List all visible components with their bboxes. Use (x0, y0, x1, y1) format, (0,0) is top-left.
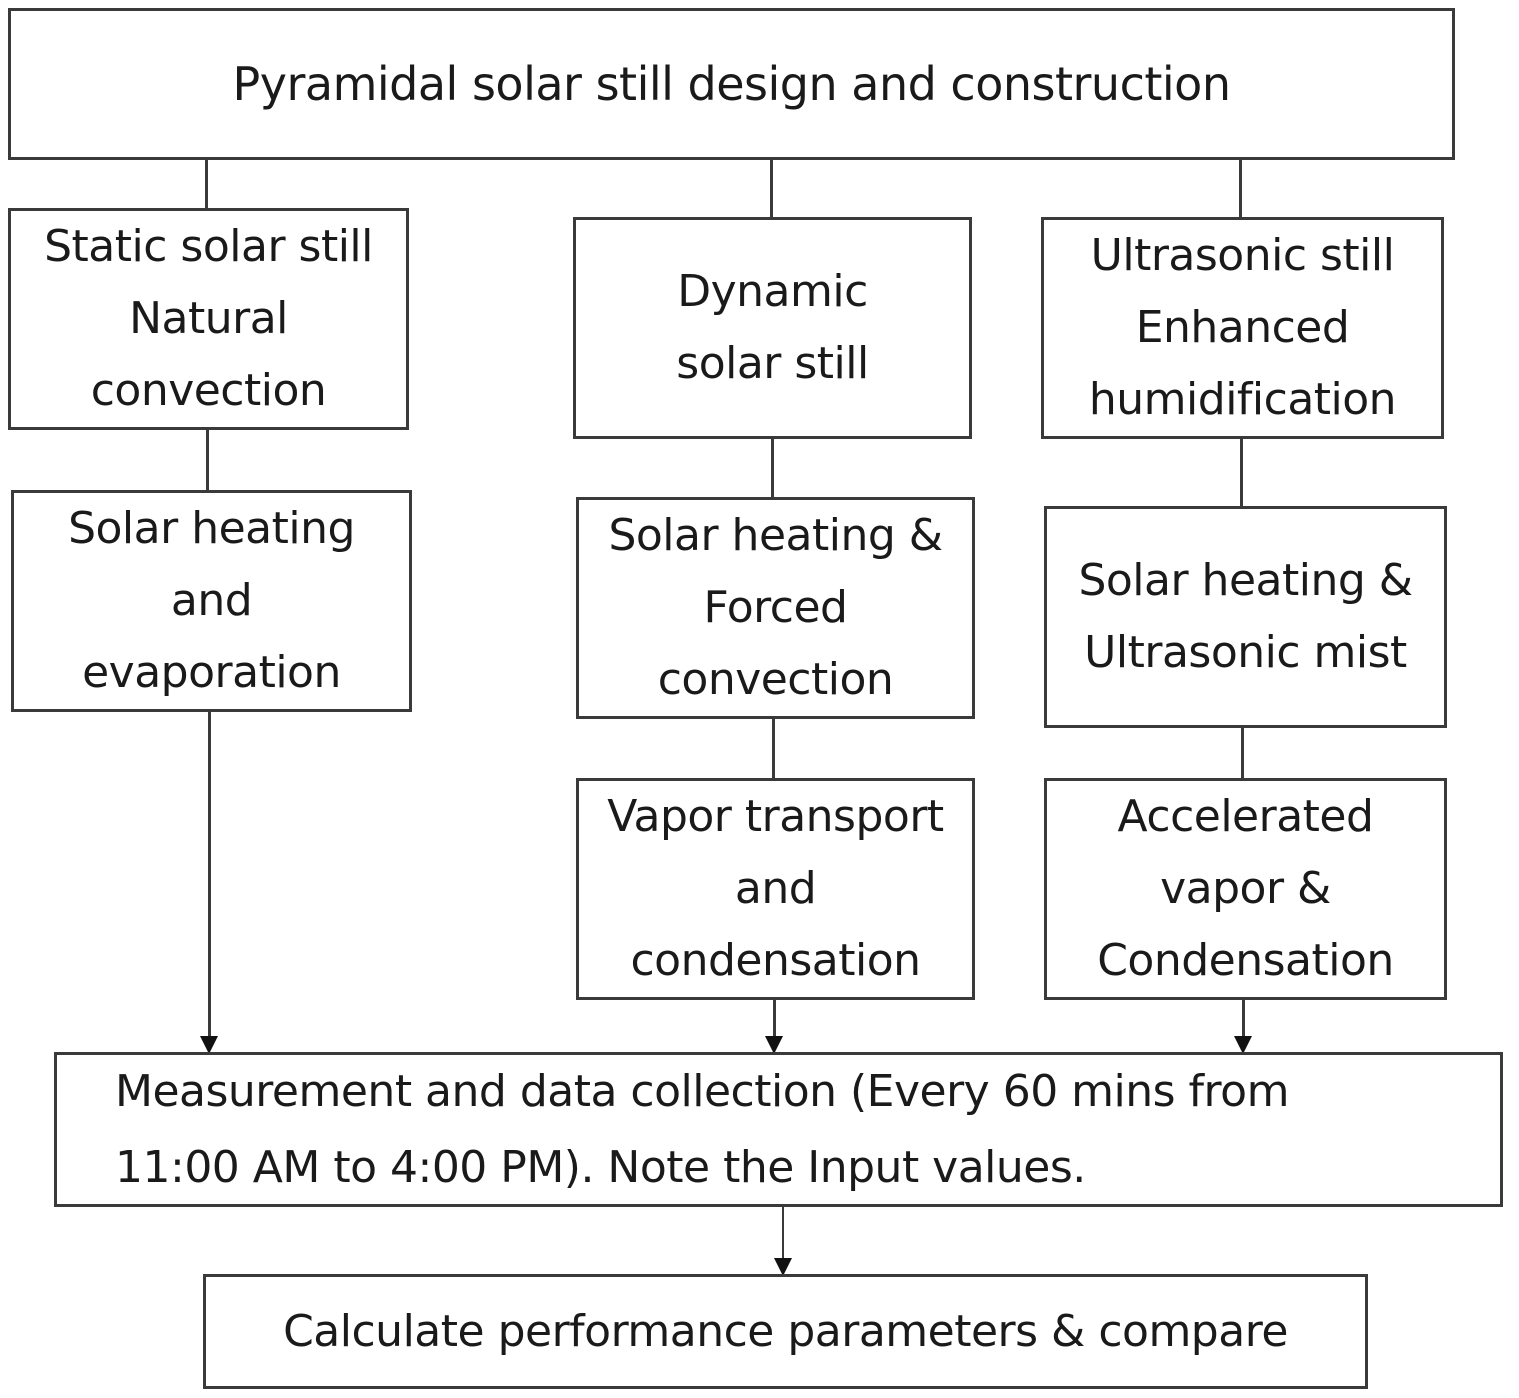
connector-static-process (206, 428, 209, 492)
dynamic-header-line2: solar still (676, 338, 869, 389)
dynamic-process-line3: convection (657, 654, 894, 705)
arrow-static-icon (200, 1036, 218, 1054)
connector-measure-calc (782, 1205, 784, 1263)
dynamic-process-box: Solar heating & Forced convection (576, 497, 975, 719)
ultrasonic-result-line3: Condensation (1097, 935, 1394, 986)
connector-top-ultrasonic (1239, 158, 1242, 219)
dynamic-result-line3: condensation (630, 935, 921, 986)
title-text: Pyramidal solar still design and constru… (232, 57, 1231, 111)
connector-static-measure (208, 710, 211, 1038)
calculate-box: Calculate performance parameters & compa… (203, 1274, 1368, 1389)
connector-dynamic-result (772, 717, 775, 780)
dynamic-header-line1: Dynamic (677, 266, 868, 317)
connector-dynamic-measure (773, 998, 776, 1038)
arrow-calc-icon (774, 1258, 792, 1276)
measurement-line2: 11:00 AM to 4:00 PM). Note the Input val… (115, 1141, 1086, 1193)
static-header-line1: Static solar still (44, 221, 373, 272)
connector-top-dynamic (770, 158, 773, 219)
connector-ultrasonic-result (1241, 726, 1244, 780)
static-process-line3: evaporation (82, 647, 341, 698)
dynamic-result-box: Vapor transport and condensation (576, 778, 975, 1000)
dynamic-result-line2: and (734, 863, 817, 914)
static-header-line3: convection (90, 365, 327, 416)
ultrasonic-process-box: Solar heating & Ultrasonic mist (1044, 506, 1447, 728)
connector-ultrasonic-measure (1242, 998, 1245, 1038)
arrow-ultrasonic-icon (1234, 1036, 1252, 1054)
arrow-dynamic-icon (765, 1036, 783, 1054)
calculate-text: Calculate performance parameters & compa… (283, 1305, 1288, 1357)
connector-top-static (205, 158, 208, 210)
ultrasonic-result-line2: vapor & (1160, 863, 1331, 914)
connector-ultrasonic-process (1240, 437, 1243, 508)
static-header-line2: Natural (129, 293, 288, 344)
measurement-line1: Measurement and data collection (Every 6… (115, 1065, 1289, 1117)
static-process-line1: Solar heating (68, 503, 355, 554)
ultrasonic-process-line1: Solar heating & (1078, 555, 1413, 606)
static-process-box: Solar heating and evaporation (11, 490, 412, 712)
dynamic-process-line1: Solar heating & (608, 510, 943, 561)
static-still-box: Static solar still Natural convection (8, 208, 409, 430)
ultrasonic-header-line2: Enhanced (1135, 302, 1350, 353)
connector-dynamic-process (771, 437, 774, 499)
ultrasonic-header-line3: humidification (1088, 374, 1397, 425)
measurement-box: Measurement and data collection (Every 6… (54, 1052, 1503, 1207)
ultrasonic-header-line1: Ultrasonic still (1090, 230, 1395, 281)
top-box-design: Pyramidal solar still design and constru… (8, 8, 1455, 160)
dynamic-process-line2: Forced (703, 582, 848, 633)
ultrasonic-process-line2: Ultrasonic mist (1084, 627, 1407, 678)
ultrasonic-result-line1: Accelerated (1117, 791, 1374, 842)
dynamic-still-box: Dynamic solar still (573, 217, 972, 439)
static-process-line2: and (170, 575, 253, 626)
ultrasonic-result-box: Accelerated vapor & Condensation (1044, 778, 1447, 1000)
ultrasonic-still-box: Ultrasonic still Enhanced humidification (1041, 217, 1444, 439)
dynamic-result-line1: Vapor transport (607, 791, 944, 842)
